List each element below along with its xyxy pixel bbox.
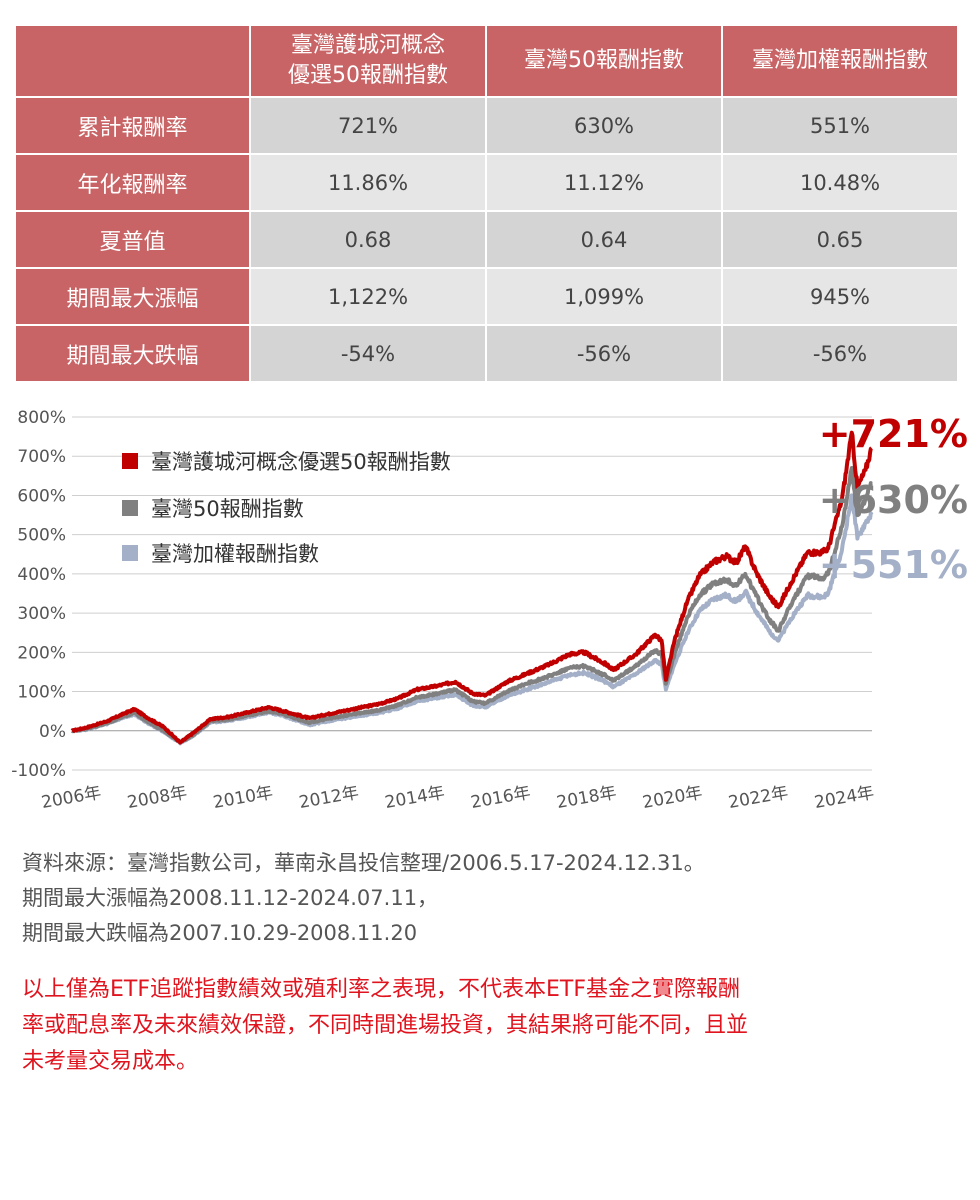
x-tick-label: 2010年 <box>212 783 275 813</box>
y-tick-label: 800% <box>17 408 66 428</box>
table-cell: -56% <box>485 324 723 383</box>
disclaimer-line: 率或配息率及未來績效保證，不同時間進場投資，其結果將可能不同，且並 <box>22 1013 749 1038</box>
column-header-moat-index: 臺灣護城河概念 優選50報酬指數 <box>249 24 487 98</box>
source-text: 資料來源：臺灣指數公司，華南永昌投信整理/2006.5.17-2024.12.3… <box>22 851 705 875</box>
max-rise-period-text: 期間最大漲幅為2008.11.12-2024.07.11， <box>22 886 439 910</box>
max-drop-period-text: 期間最大跌幅為2007.10.29-2008.11.20 <box>22 921 418 945</box>
y-tick-label: 200% <box>17 643 66 663</box>
row-label: 期間最大跌幅 <box>14 324 251 383</box>
row-label: 夏普值 <box>14 210 251 269</box>
row-label: 期間最大漲幅 <box>14 267 251 326</box>
column-header-taiex-index: 臺灣加權報酬指數 <box>721 24 959 98</box>
table-header-row: 臺灣護城河概念 優選50報酬指數 臺灣50報酬指數 臺灣加權報酬指數 <box>14 24 959 98</box>
table-cell: 945% <box>721 267 959 326</box>
gridlines <box>72 416 872 771</box>
end-label-taiwan50-index: +630% <box>819 478 968 522</box>
disclaimer: 以上僅為ETF追蹤指數績效或殖利率之表現，不代表本ETF基金之實際報酬 率或配息… <box>22 972 952 1080</box>
disclaimer-line: 以上僅為ETF追蹤指數績效或殖利率之表現，不代表本ETF基金之實際報酬 <box>22 977 740 1002</box>
legend-swatch <box>122 500 138 516</box>
y-tick-label: 400% <box>17 565 66 585</box>
table-row: 累計報酬率 721% 630% 551% <box>14 96 959 155</box>
column-header-label: 臺灣護城河概念 優選50報酬指數 <box>288 33 448 88</box>
legend-label: 臺灣加權報酬指數 <box>151 542 319 566</box>
column-header-taiwan50-index: 臺灣50報酬指數 <box>485 24 723 98</box>
table-cell: 11.86% <box>249 153 487 212</box>
table-cell: 11.12% <box>485 153 723 212</box>
disclaimer-line: 未考量交易成本。 <box>22 1049 199 1074</box>
table-row: 期間最大跌幅 -54% -56% -56% <box>14 324 959 383</box>
y-tick-label: -100% <box>11 761 66 781</box>
end-label-taiex-index: +551% <box>819 543 968 587</box>
table-row: 夏普值 0.68 0.64 0.65 <box>14 210 959 269</box>
table-cell: 10.48% <box>721 153 959 212</box>
table-row: 年化報酬率 11.86% 11.12% 10.48% <box>14 153 959 212</box>
table-cell: -56% <box>721 324 959 383</box>
legend-label: 臺灣50報酬指數 <box>151 497 304 521</box>
x-axis-ticks: 2006年 2008年 2010年 2012年 2014年 2016年 2018年 2020年… <box>40 783 876 813</box>
row-label: 累計報酬率 <box>14 96 251 155</box>
table-cell: 0.64 <box>485 210 723 269</box>
table-cell: 0.65 <box>721 210 959 269</box>
x-tick-label: 2016年 <box>469 783 532 813</box>
table-cell: 1,122% <box>249 267 487 326</box>
table-row: 期間最大漲幅 1,122% 1,099% 945% <box>14 267 959 326</box>
series-line-taiex-index <box>70 493 874 746</box>
table-corner-cell <box>14 24 251 98</box>
x-tick-label: 2006年 <box>40 783 103 813</box>
x-tick-label: 2014年 <box>383 783 446 813</box>
series-line-moat-index <box>70 430 873 745</box>
source-notes: 資料來源：臺灣指數公司，華南永昌投信整理/2006.5.17-2024.12.3… <box>22 846 962 951</box>
y-tick-label: 0% <box>39 722 66 742</box>
table-cell: -54% <box>249 324 487 383</box>
legend-swatch <box>122 453 138 469</box>
x-tick-label: 2020年 <box>641 783 704 813</box>
y-tick-label: 100% <box>17 683 66 703</box>
legend-item-moat-index: 臺灣護城河概念優選50報酬指數 <box>122 450 451 474</box>
y-axis-ticks: 800% 700% 600% 500% 400% 300% 200% 100% 0% -100% <box>11 408 66 781</box>
series-lines <box>70 430 874 746</box>
legend-item-taiex-index: 臺灣加權報酬指數 <box>122 542 319 566</box>
x-tick-label: 2012年 <box>298 783 361 813</box>
y-tick-label: 300% <box>17 604 66 624</box>
x-tick-label: 2008年 <box>126 783 189 813</box>
x-tick-label: 2024年 <box>813 783 876 813</box>
y-tick-label: 700% <box>17 447 66 467</box>
y-tick-label: 500% <box>17 526 66 546</box>
performance-table: 臺灣護城河概念 優選50報酬指數 臺灣50報酬指數 臺灣加權報酬指數 累計報酬率… <box>14 24 959 383</box>
cumulative-return-line-chart: 800%700%600%500%400%300%200%100%0%-100% … <box>11 408 968 813</box>
legend-swatch <box>122 545 138 561</box>
table-cell: 721% <box>249 96 487 155</box>
end-label-moat-index: +721% <box>819 412 968 456</box>
x-tick-label: 2018年 <box>555 783 618 813</box>
table-cell: 0.68 <box>249 210 487 269</box>
x-tick-label: 2022年 <box>727 783 790 813</box>
row-label: 年化報酬率 <box>14 153 251 212</box>
table-cell: 630% <box>485 96 723 155</box>
y-tick-label: 600% <box>17 486 66 506</box>
table-cell: 1,099% <box>485 267 723 326</box>
table-cell: 551% <box>721 96 959 155</box>
legend-item-taiwan50-index: 臺灣50報酬指數 <box>122 497 304 521</box>
legend-label: 臺灣護城河概念優選50報酬指數 <box>151 450 451 474</box>
end-labels: +721% +630% +551% <box>819 412 968 587</box>
